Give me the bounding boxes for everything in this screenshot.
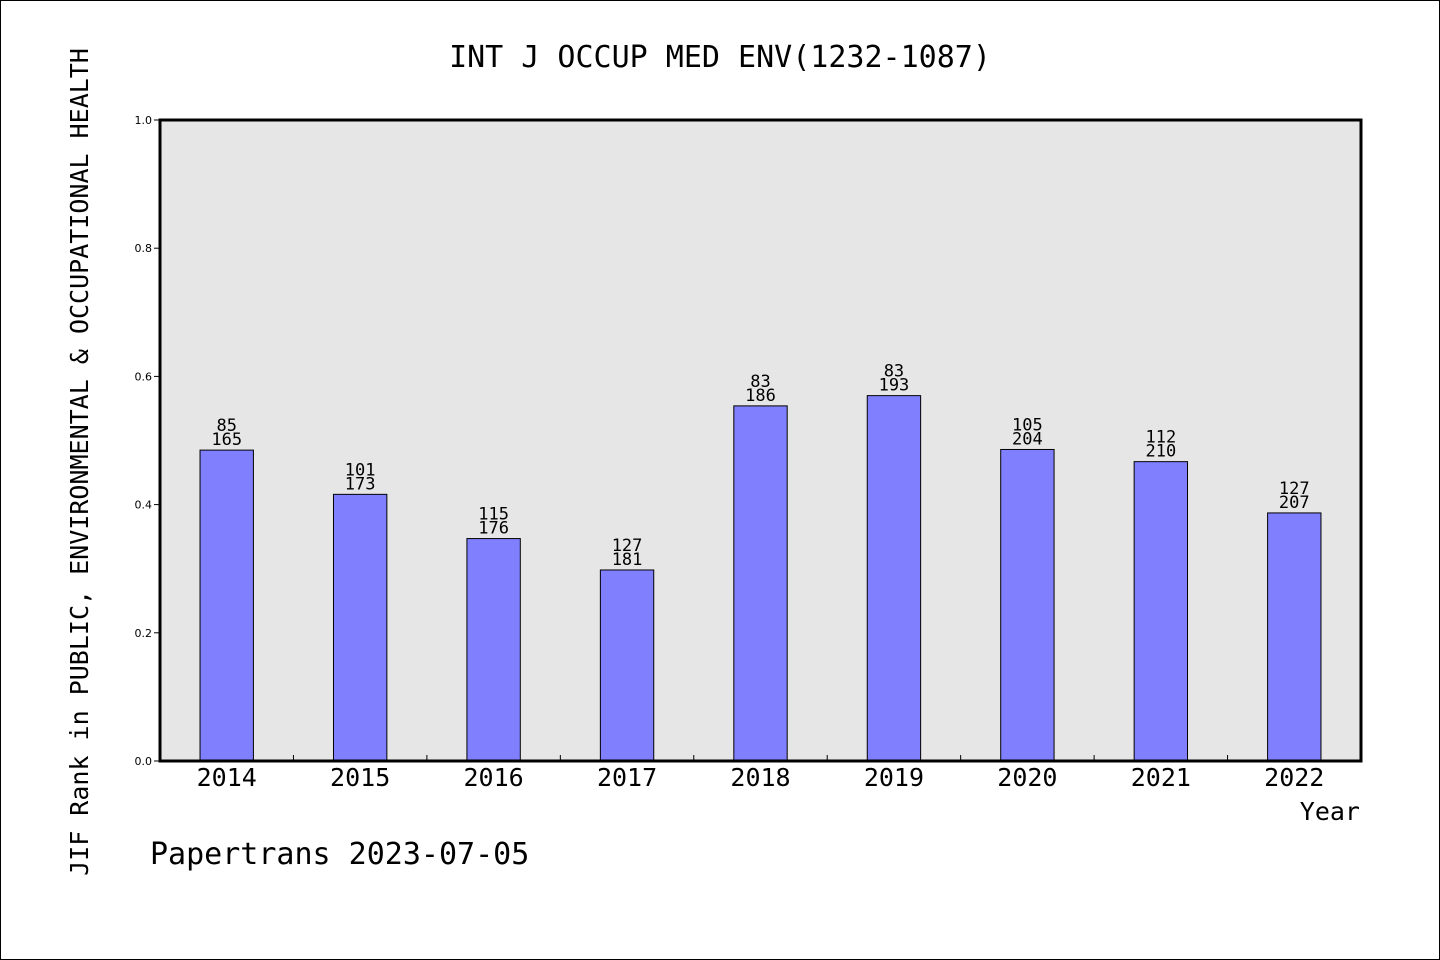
footer-credit: Papertrans 2023-07-05: [150, 837, 529, 872]
bar-2015: [332, 493, 388, 762]
x-tick-label: 2019: [864, 763, 924, 792]
bar-total-label: 186: [745, 386, 776, 406]
bar-rank-label: 83: [750, 372, 770, 392]
bar-rank-label: 112: [1145, 428, 1176, 448]
y-axis-label: JIF Rank in PUBLIC, ENVIRONMENTAL & OCCU…: [65, 48, 94, 876]
x-tick-label: 2018: [730, 763, 790, 792]
y-tick-label: 1.0: [135, 114, 153, 127]
plot-frame: [158, 118, 1363, 763]
bar-total-label: 193: [879, 376, 910, 396]
bar-rank-label: 83: [884, 362, 904, 382]
bar-rank-label: 105: [1012, 415, 1043, 435]
bar-total-label: 204: [1012, 429, 1043, 449]
bar-total-label: 210: [1145, 442, 1176, 462]
bar-2021: [1133, 461, 1189, 762]
y-tick-label: 0.4: [135, 499, 153, 512]
y-tick-label: 0.2: [135, 627, 153, 640]
y-tick-label: 0.0: [135, 755, 153, 768]
x-tick-label: 2020: [997, 763, 1057, 792]
bar-total-label: 165: [211, 430, 242, 450]
bar-2022: [1267, 512, 1322, 762]
x-tick-label: 2014: [197, 763, 257, 792]
bar-rank-label: 127: [1279, 479, 1310, 499]
bar-total-label: 207: [1279, 493, 1310, 513]
x-tick-label: 2015: [330, 763, 390, 792]
bar-2018: [733, 405, 788, 762]
y-axis-ticks: 0.0 0.2 0.4 0.6 0.8 1.0: [135, 114, 160, 768]
x-axis-label: Year: [1300, 797, 1360, 826]
y-tick-label: 0.8: [135, 242, 153, 255]
x-axis-tick-labels: 2014 2015 2016 2017 2018 2019 2020 2021 2022: [197, 763, 1325, 792]
bar-rank-label: 101: [345, 460, 376, 480]
bar-2014: [199, 449, 254, 762]
bar-total-label: 173: [345, 474, 376, 494]
chart-title: INT J OCCUP MED ENV(1232-1087): [449, 40, 991, 75]
bar-total-label: 176: [478, 519, 509, 539]
bar-2020: [1000, 448, 1055, 762]
bar-total-label: 181: [612, 550, 643, 570]
bar-rank-label: 115: [478, 505, 509, 525]
bar-2016: [466, 538, 521, 762]
x-tick-label: 2016: [464, 763, 524, 792]
x-tick-label: 2021: [1131, 763, 1191, 792]
y-tick-label: 0.6: [135, 370, 153, 383]
bar-2019: [866, 395, 922, 762]
bar-rank-label: 85: [216, 416, 236, 436]
bar-rank-label: 127: [612, 536, 643, 556]
bar-2017: [599, 569, 655, 762]
bars: [199, 395, 1322, 762]
x-tick-label: 2022: [1264, 763, 1324, 792]
x-tick-label: 2017: [597, 763, 657, 792]
